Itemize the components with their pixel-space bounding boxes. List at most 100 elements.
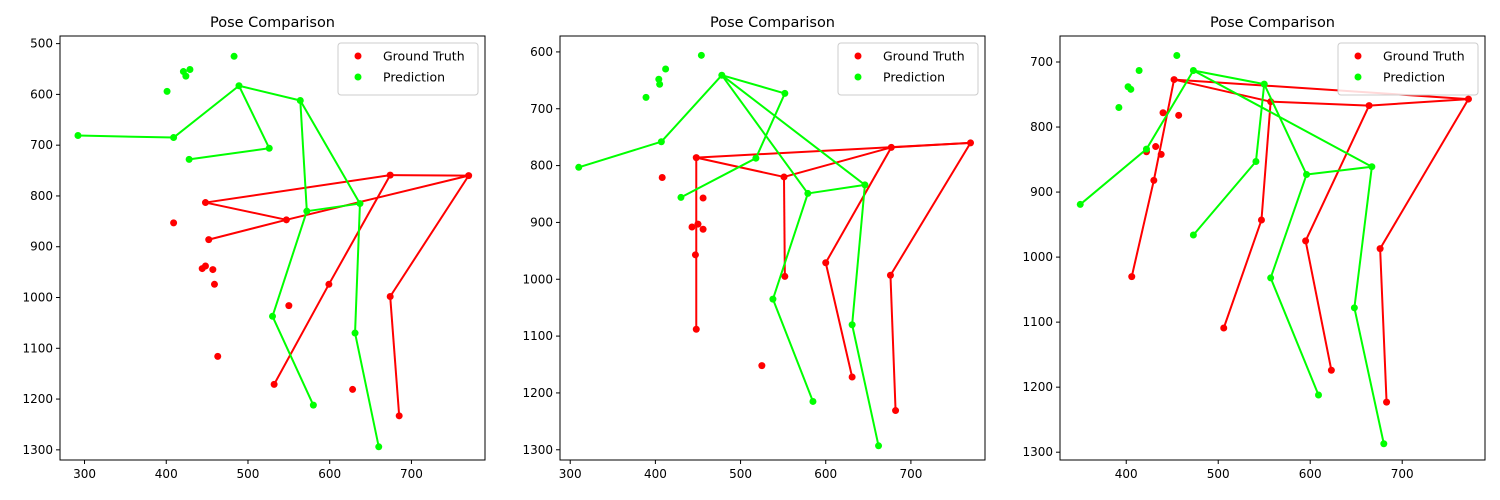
x-tick-label: 500 <box>237 467 260 481</box>
keypoint <box>1170 76 1178 84</box>
series-ground-truth <box>658 139 975 415</box>
keypoint <box>1314 391 1322 399</box>
y-tick-label: 1300 <box>522 443 553 457</box>
keypoint <box>662 65 670 73</box>
keypoint <box>1128 273 1136 281</box>
keypoint <box>758 362 766 370</box>
skeleton-edge <box>271 315 315 406</box>
y-tick-label: 1100 <box>1022 315 1053 329</box>
keypoint <box>325 280 333 288</box>
keypoint <box>658 174 666 182</box>
keypoint <box>1464 95 1472 103</box>
keypoint <box>657 138 665 146</box>
x-tick-label: 600 <box>814 467 837 481</box>
skeleton-edge <box>1222 219 1263 329</box>
keypoint <box>822 259 830 267</box>
keypoint <box>1150 176 1158 184</box>
x-tick-label: 700 <box>1391 467 1414 481</box>
skeleton-edge <box>680 157 757 199</box>
chart-title: Pose Comparison <box>710 15 835 31</box>
skeleton-edge <box>306 202 361 213</box>
skeleton-edge <box>77 134 174 139</box>
keypoint <box>1350 304 1358 312</box>
keypoint <box>356 200 364 208</box>
legend: Ground Truth Prediction <box>837 42 979 96</box>
skeleton-edge <box>1193 69 1265 86</box>
skeleton-edge <box>1304 240 1333 371</box>
skeleton-edge <box>754 92 786 159</box>
keypoint <box>205 236 213 244</box>
keypoint <box>170 134 178 142</box>
keypoint <box>752 154 760 162</box>
skeleton-edge <box>1192 160 1257 236</box>
skeleton-edge <box>1152 79 1176 181</box>
keypoint <box>185 155 193 163</box>
skeleton-edge <box>238 85 271 149</box>
keypoint <box>1135 66 1143 74</box>
legend-marker <box>354 73 362 81</box>
keypoint <box>1368 163 1376 171</box>
series-prediction <box>575 51 883 450</box>
keypoint <box>781 272 789 280</box>
keypoint <box>1302 237 1310 245</box>
keypoint <box>699 225 707 233</box>
keypoint <box>265 144 273 152</box>
y-tick-label: 1000 <box>1022 250 1053 264</box>
y-tick-label: 500 <box>30 37 53 51</box>
series-ground-truth <box>1128 76 1472 406</box>
skeleton-edge <box>1353 307 1385 444</box>
keypoint <box>642 93 650 101</box>
keypoint <box>303 207 311 215</box>
keypoint <box>170 219 178 227</box>
keypoint <box>1220 324 1228 332</box>
y-tick-label: 900 <box>530 215 553 229</box>
skeleton-edge <box>1263 83 1308 175</box>
legend-box <box>1337 42 1479 96</box>
keypoint <box>1189 66 1197 74</box>
chart-panel-1: Pose Comparison 300 400 500 600 700 500 600 700 8… <box>22 15 486 481</box>
chart-panel-2: Pose Comparison 300 400 500 600 700 600 700 800 9… <box>522 15 986 481</box>
legend-label: Prediction <box>1383 70 1445 85</box>
keypoint <box>1327 366 1335 374</box>
chart-panel-3: Pose Comparison 400 500 600 700 700 800 900 1000… <box>1022 15 1486 481</box>
keypoint <box>210 280 218 288</box>
y-tick-label: 1200 <box>1022 380 1053 394</box>
x-tick-label: 600 <box>318 467 341 481</box>
skeleton-edge <box>1174 78 1469 101</box>
keypoint <box>235 82 243 90</box>
skeleton-edge <box>1260 101 1272 221</box>
keypoint <box>804 189 812 197</box>
keypoint <box>677 193 685 201</box>
keypoint <box>349 385 357 393</box>
skeleton-edge <box>273 283 330 385</box>
x-tick-label: 500 <box>1207 467 1230 481</box>
skeleton-edge <box>783 146 892 178</box>
skeleton-edge <box>824 262 854 378</box>
keypoint <box>656 80 664 88</box>
y-tick-label: 600 <box>530 45 553 59</box>
keypoint <box>74 132 82 140</box>
keypoint <box>375 443 383 451</box>
keypoint <box>1303 171 1311 179</box>
skeleton-edge <box>771 193 809 300</box>
skeleton-edge <box>1379 248 1388 403</box>
chart-title: Pose Comparison <box>210 15 335 31</box>
series-prediction <box>74 52 383 451</box>
keypoint <box>692 325 700 333</box>
skeleton-edge <box>271 210 308 317</box>
keypoint <box>886 271 894 279</box>
keypoint <box>201 199 209 207</box>
skeleton-edge <box>1353 166 1373 308</box>
skeleton-edge <box>1306 165 1372 176</box>
skeleton-edge <box>851 184 866 325</box>
x-tick-label: 700 <box>899 467 922 481</box>
x-tick-label: 600 <box>1299 467 1322 481</box>
y-tick-label: 600 <box>30 87 53 101</box>
legend-marker <box>1354 73 1362 81</box>
keypoint <box>1175 111 1183 119</box>
keypoint <box>1189 231 1197 239</box>
skeleton-edge <box>389 296 401 416</box>
keypoint <box>861 181 869 189</box>
y-tick-label: 1200 <box>522 386 553 400</box>
